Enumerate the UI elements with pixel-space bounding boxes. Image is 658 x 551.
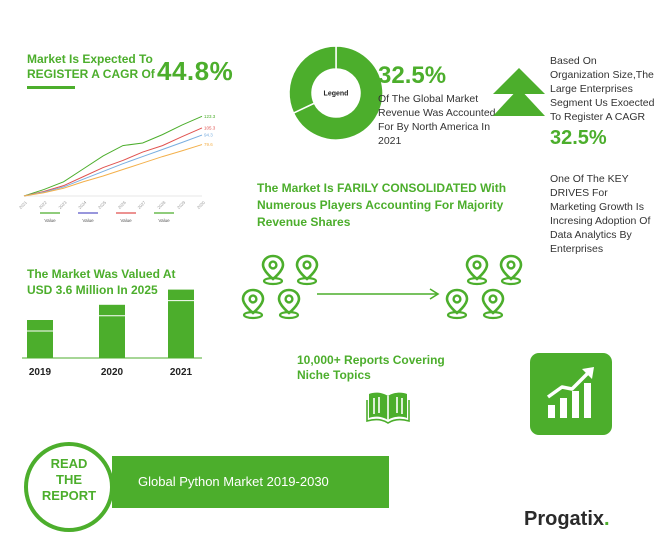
line-chart: 2021 2022 2023 2024 2025 2026 2027 2028 2029 2030… [18,114,216,223]
x-tick-label: 2024 [77,199,88,210]
legend-label: Value [120,218,132,223]
report-banner[interactable] [112,456,389,508]
report-banner-title[interactable]: Global Python Market 2019-2030 [138,474,329,489]
cagr-label-line2: REGISTER A CAGR Of [27,67,155,81]
legend-label: Value [158,218,170,223]
pin-icon [261,254,285,286]
consolidated-text: The Market Is FARILY CONSOLIDATED With N… [257,181,507,229]
series-line [23,115,203,197]
end-value-label: 105.3 [204,125,216,130]
organization-cagr: 32.5% [550,127,607,149]
x-tick-label: 2025 [97,199,108,210]
north-america-share: 32.5% [378,62,447,89]
pin-icon [481,288,505,320]
donut-slice [292,45,384,141]
read-report-line2: THE [56,472,82,487]
x-tick-label: 2023 [57,199,68,210]
donut-slice [288,45,337,115]
organization-description: Based On Organization Size,The Large Ent… [550,55,655,123]
cagr-label: Market Is Expected To REGISTER A CAGR Of [27,52,157,82]
pin-icon [277,288,301,320]
donut-chart: Legend [288,45,384,141]
end-value-label: 123.3 [204,114,216,119]
pin-icon [445,288,469,320]
cagr-underline [27,86,75,89]
reports-text: 10,000+ Reports Covering Niche Topics [297,353,445,382]
pin-icon [499,254,523,286]
growth-chart-icon [530,353,612,435]
x-tick-label: 2027 [137,199,148,210]
bar [99,304,125,358]
consolidation-pins-graphic [241,254,523,320]
donut-center-label: Legend [324,91,349,98]
valued-text: The Market Was Valued At USD 3.6 Million… [27,267,176,297]
x-tick-label: 2028 [156,199,167,210]
bar [168,289,194,358]
series-line [23,134,203,197]
end-value-label: 79.6 [204,142,213,147]
read-report-line3: REPORT [41,488,97,503]
north-america-description: Of The Global Market Revenue Was Account… [378,93,496,147]
x-tick-label: 2026 [117,199,128,210]
logo-text: Progatix [524,508,605,530]
x-tick-label: 2022 [38,199,49,210]
legend-label: Value [82,218,94,223]
pin-icon [295,254,319,286]
read-report-button[interactable] [24,442,114,532]
cagr-label-line1: Market Is Expected To [27,52,153,66]
progatix-logo: Progatix. [524,508,610,531]
book-icon [366,392,410,424]
donut-hole [313,70,359,116]
read-report-label[interactable]: READ THE REPORT [28,456,110,504]
end-value-label: 94.3 [204,133,213,138]
series-line [23,127,203,197]
legend-label: Value [44,218,56,223]
series-line [23,144,203,197]
cagr-value: 44.8% [157,56,234,86]
bar-category-label: 2020 [101,367,124,378]
pin-icon [465,254,489,286]
read-report-line1: READ [50,456,88,471]
drivers-description: One Of The KEY DRIVES For Marketing Grow… [550,173,651,255]
bar-category-label: 2019 [29,367,52,378]
bar [27,320,53,358]
pin-icon [241,288,265,320]
logo-dot: . [604,508,610,530]
x-tick-label: 2021 [18,199,29,210]
growth-arrows-icon [493,68,545,116]
x-tick-label: 2030 [196,199,207,210]
bar-category-label: 2021 [170,367,193,378]
bar-chart: 2019 2020 2021 [22,289,202,378]
x-tick-label: 2029 [176,199,187,210]
